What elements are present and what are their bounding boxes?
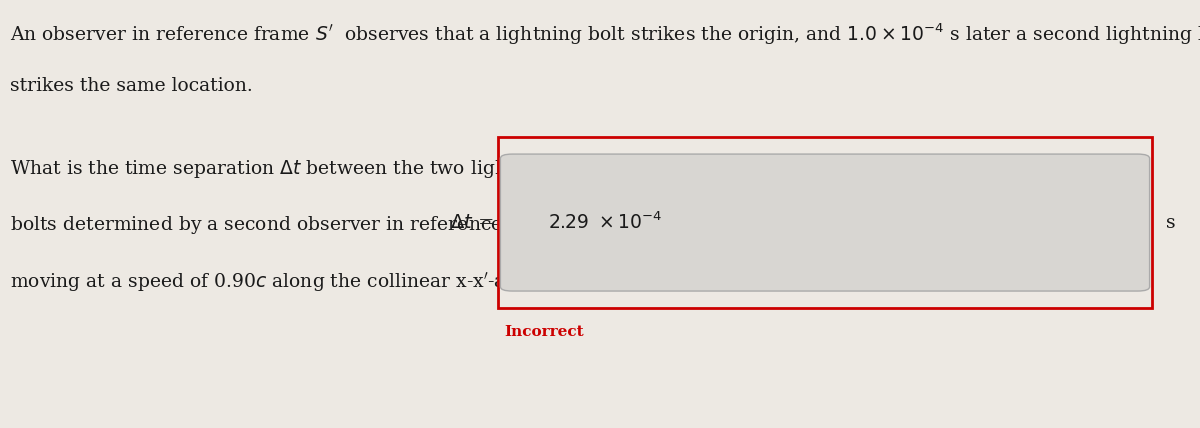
Text: bolts determined by a second observer in reference frame $S$: bolts determined by a second observer in… <box>10 214 582 236</box>
Text: $2.29 \ \times 10^{-4}$: $2.29 \ \times 10^{-4}$ <box>548 212 662 233</box>
Text: What is the time separation $\Delta t$ between the two lightning: What is the time separation $\Delta t$ b… <box>10 158 557 180</box>
FancyBboxPatch shape <box>498 137 1152 308</box>
Text: $\Delta t$ =: $\Delta t$ = <box>450 214 493 232</box>
Text: Incorrect: Incorrect <box>504 325 583 339</box>
Text: s: s <box>1166 214 1176 232</box>
Text: moving at a speed of 0.90$c$ along the collinear x-x$'$-axis?: moving at a speed of 0.90$c$ along the c… <box>10 270 542 294</box>
FancyBboxPatch shape <box>500 154 1150 291</box>
Text: strikes the same location.: strikes the same location. <box>10 77 252 95</box>
Text: An observer in reference frame $S'$  observes that a lightning bolt strikes the : An observer in reference frame $S'$ obse… <box>10 21 1200 47</box>
